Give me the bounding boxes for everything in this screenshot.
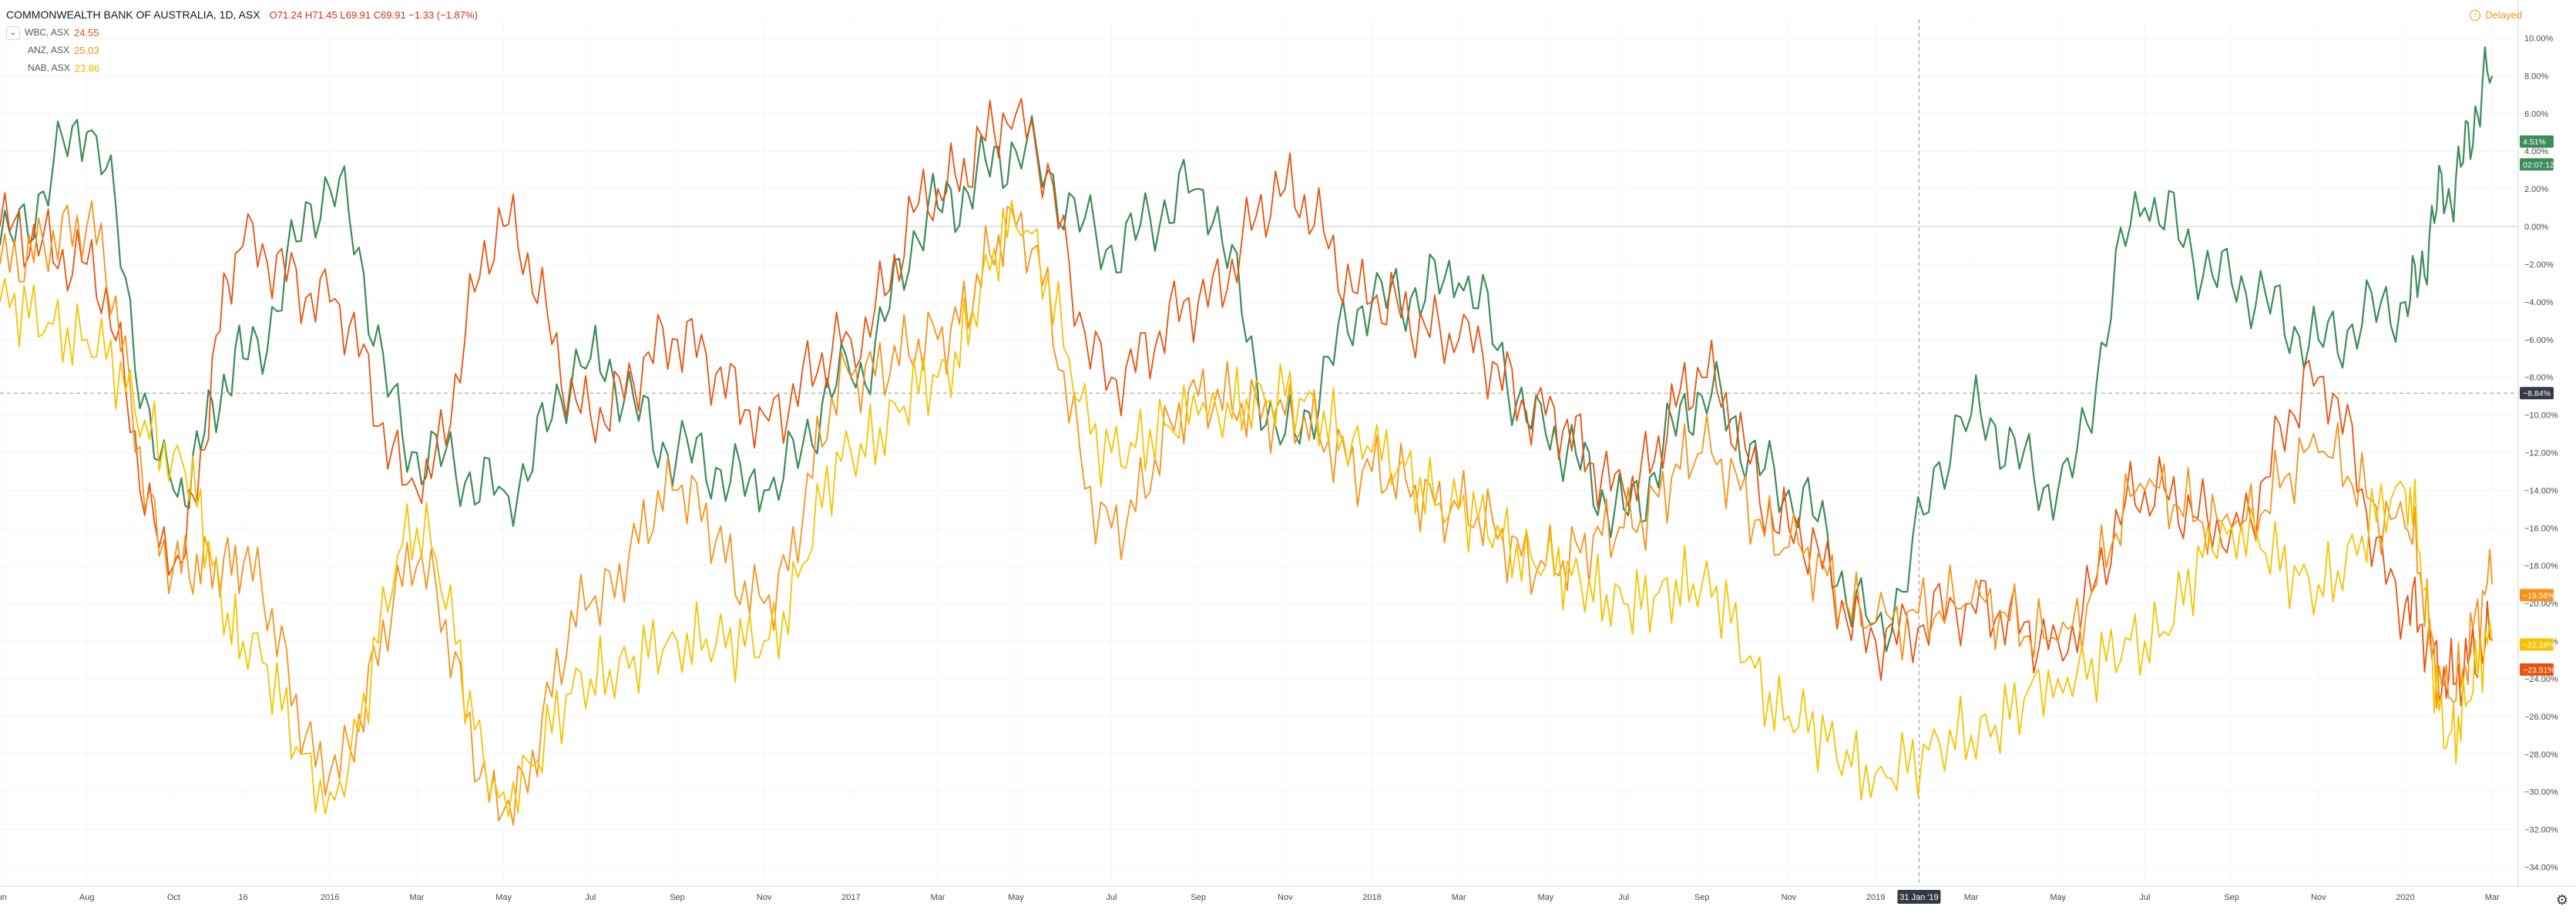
y-tick-label: −10.00% [2524,411,2558,421]
compare-symbol-anz: ANZ, ASX [28,45,70,55]
y-tick-label: −6.00% [2524,336,2554,345]
legend-compare-row-nab[interactable]: NAB, ASX 23.86 [6,59,478,77]
legend-compare-row-anz[interactable]: ANZ, ASX 25.03 [6,42,478,59]
y-tick-label: 0.00% [2524,223,2548,232]
y-tick-label: −24.00% [2524,675,2558,684]
compare-symbol-wbc: WBC, ASX [25,27,70,38]
x-tick-label: May [495,893,512,902]
y-tick-label: −30.00% [2524,788,2558,797]
x-tick-label: Jul [1618,893,1629,902]
compare-value-anz: 25.03 [74,45,99,56]
x-tick-label: Jul [2139,893,2150,902]
x-tick-label: Aug [79,893,95,902]
price-tag-bg [2520,158,2554,171]
plot-lines [0,46,2494,826]
crosshair-price-bg [2520,387,2554,400]
x-tick-label: Jul [585,893,596,902]
x-tick-label: Jul [1106,893,1117,902]
x-tick-label: 2016 [321,893,339,902]
x-tick-label: Oct [167,893,180,902]
y-tick-label: −2.00% [2524,260,2554,270]
x-tick-label: 2017 [841,893,860,902]
price-tag-bg [2520,589,2554,602]
x-tick-label: Sep [670,893,685,902]
x-tick-label: Nov [1278,893,1293,902]
y-tick-label: −28.00% [2524,750,2558,760]
price-tag-bg [2520,135,2554,148]
series-line-anz [0,200,2494,826]
x-tick-label: Nov [2311,893,2326,902]
price-tag-label: −22.18% [2523,640,2555,650]
crosshair-price-label: −8.84% [2523,389,2551,398]
x-tick-label: May [1537,893,1553,902]
y-tick-label: −20.00% [2524,599,2558,609]
y-tick-label: −14.00% [2524,486,2558,495]
x-tick-label: Mar [1964,893,1979,902]
y-tick-label: −12.00% [2524,449,2558,458]
y-tick-label: 2.00% [2524,185,2548,194]
main-ohlc-values: O71.24 H71.45 L69.91 C69.91 −1.33 (−1.87… [269,9,478,21]
x-tick-label: Nov [757,893,772,902]
y-tick-label: −4.00% [2524,298,2554,307]
compare-value-wbc: 24.55 [74,27,99,39]
x-tick-label: Sep [1694,893,1710,902]
price-tag-label: 02:07:12 [2523,160,2554,170]
delayed-label: Delayed [2485,9,2522,21]
x-tick-label: Mar [1452,893,1466,902]
x-tick-label: 2019 [1866,893,1885,902]
x-axis: Jun Aug Oct 16 2016 Mar May Jul Sep Nov 2017 Mar May… [0,890,2500,904]
price-tags: 4.51% 02:07:12 −19.56% −22.18% −23.51% −8.84% [2520,135,2555,676]
y-tick-label: −26.00% [2524,713,2558,722]
main-symbol-label: COMMONWEALTH BANK OF AUSTRALIA, 1D, ASX [6,8,260,21]
x-tick-label: Jun [0,893,7,902]
y-tick-label: −34.00% [2524,864,2558,873]
crosshair-date-bg [1897,890,1941,904]
price-tag-bg [2520,638,2554,651]
x-tick-label: 31 Jan '19 [1899,893,1938,902]
chevron-down-icon[interactable]: ⌄ [6,25,20,40]
x-tick-label: May [1008,893,1024,902]
legend-compare-row-wbc[interactable]: ⌄ WBC, ASX 24.55 [6,24,478,42]
price-tag-bg [2520,663,2554,676]
x-tick-label: May [2050,893,2066,902]
price-tag-label: 4.51% [2523,138,2546,147]
legend: COMMONWEALTH BANK OF AUSTRALIA, 1D, ASX … [6,6,478,77]
series-line-cba [0,46,2494,653]
gear-icon[interactable]: ⚙ [2555,892,2568,908]
y-tick-label: −32.00% [2524,826,2558,835]
compare-symbol-nab: NAB, ASX [28,62,70,73]
price-tag-label: −19.56% [2523,591,2555,600]
y-tick-label: −18.00% [2524,562,2558,571]
compare-value-nab: 23.86 [74,62,100,74]
x-tick-label: Sep [2224,893,2239,902]
y-tick-label: 10.00% [2524,34,2554,43]
price-tag-label: −23.51% [2523,666,2555,675]
x-tick-label: Sep [1191,893,1206,902]
y-tick-label: 8.00% [2524,72,2548,81]
x-tick-label: 16 [238,893,247,902]
x-tick-label: Mar [2485,893,2500,902]
y-tick-label: 6.00% [2524,109,2548,119]
delayed-indicator[interactable]: ! Delayed [2470,9,2522,21]
x-tick-label: Mar [409,893,424,902]
grid [0,0,2576,887]
y-tick-label: −8.00% [2524,374,2554,383]
series-line-nab [0,200,2494,817]
x-tick-label: Mar [931,893,945,902]
clock-icon: ! [2470,9,2481,21]
x-tick-label: Nov [1782,893,1797,902]
x-tick-label: 2018 [1362,893,1381,902]
legend-main-row[interactable]: COMMONWEALTH BANK OF AUSTRALIA, 1D, ASX … [6,6,478,24]
x-tick-label: 2020 [2396,893,2414,902]
y-tick-label: 4.00% [2524,147,2548,156]
y-tick-label: −16.00% [2524,524,2558,533]
